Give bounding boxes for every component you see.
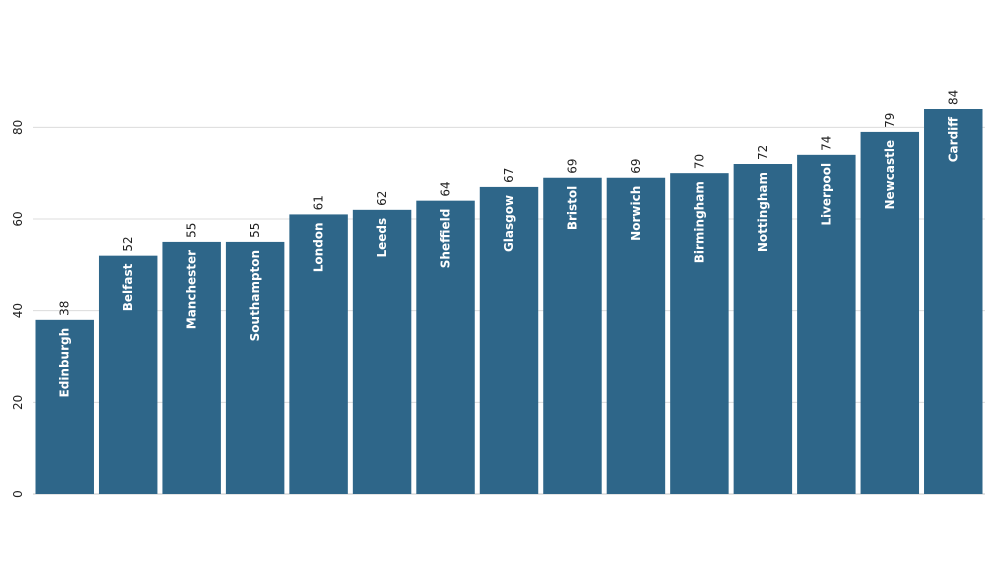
category-label: Edinburgh — [58, 328, 72, 398]
bar-bristol — [543, 177, 602, 494]
value-labels-layer: 38 52 55 55 61 62 64 67 69 69 70 72 74 79 84 — [58, 90, 961, 316]
category-label: Glasgow — [502, 195, 516, 252]
value-label: 72 — [756, 145, 770, 160]
y-tick-label: 60 — [11, 211, 25, 226]
value-label: 67 — [502, 168, 516, 183]
category-labels-layer: Edinburgh Belfast Manchester Southampton Lon… — [58, 117, 961, 398]
bar-nottingham — [733, 164, 793, 494]
category-label: Leeds — [375, 218, 389, 258]
value-label: 79 — [883, 113, 897, 128]
bar-sheffield — [416, 200, 475, 494]
category-label: Bristol — [565, 186, 579, 230]
bar-newcastle — [860, 131, 920, 494]
category-label: Manchester — [185, 250, 199, 329]
category-label: Norwich — [629, 186, 643, 241]
value-label: 55 — [185, 223, 199, 238]
y-tick-label: 40 — [11, 303, 25, 318]
bar-cardiff — [924, 109, 983, 494]
value-label: 74 — [819, 136, 833, 151]
value-label: 70 — [692, 154, 706, 169]
y-tick-label: 0 — [11, 490, 25, 498]
category-label: London — [312, 222, 326, 272]
category-label: Nottingham — [756, 172, 770, 252]
value-label: 69 — [565, 158, 579, 173]
bar-leeds — [352, 209, 412, 495]
bar-liverpool — [797, 154, 856, 495]
value-label: 62 — [375, 191, 389, 206]
category-label: Birmingham — [692, 181, 706, 263]
bar-edinburgh — [35, 319, 94, 494]
category-label: Newcastle — [883, 140, 897, 210]
y-tick-label: 80 — [11, 120, 25, 135]
bar-southampton — [225, 241, 285, 494]
value-label: 61 — [312, 195, 326, 210]
bar-belfast — [98, 255, 158, 494]
bar-london — [289, 214, 348, 494]
bar-birmingham — [670, 173, 729, 494]
category-label: Cardiff — [946, 117, 960, 163]
value-label: 55 — [248, 223, 262, 238]
bar-manchester — [162, 241, 221, 494]
bars-layer — [35, 109, 983, 495]
y-tick-label: 20 — [11, 395, 25, 410]
bar-norwich — [606, 177, 666, 494]
category-label: Liverpool — [819, 163, 833, 226]
bar-glasgow — [479, 186, 539, 494]
category-label: Southampton — [248, 250, 262, 341]
value-label: 38 — [58, 301, 72, 316]
y-axis-ticks: 0 20 40 60 80 — [11, 120, 25, 498]
value-label: 69 — [629, 158, 643, 173]
category-label: Sheffield — [439, 209, 453, 269]
value-label: 64 — [439, 181, 453, 196]
value-label: 52 — [121, 236, 135, 251]
category-label: Belfast — [121, 263, 135, 311]
value-label: 84 — [946, 90, 960, 105]
